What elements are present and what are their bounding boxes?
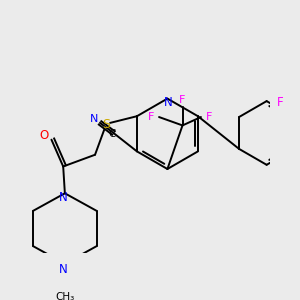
Text: N: N — [90, 114, 98, 124]
Text: S: S — [102, 118, 110, 131]
Text: F: F — [206, 112, 212, 122]
Text: F: F — [277, 96, 283, 109]
Text: N: N — [59, 263, 68, 276]
Text: F: F — [148, 112, 154, 122]
Text: N: N — [59, 191, 68, 204]
Text: N: N — [164, 96, 172, 109]
Text: C: C — [108, 129, 116, 139]
Text: CH₃: CH₃ — [55, 292, 74, 300]
Text: F: F — [179, 95, 186, 105]
Text: O: O — [39, 129, 49, 142]
